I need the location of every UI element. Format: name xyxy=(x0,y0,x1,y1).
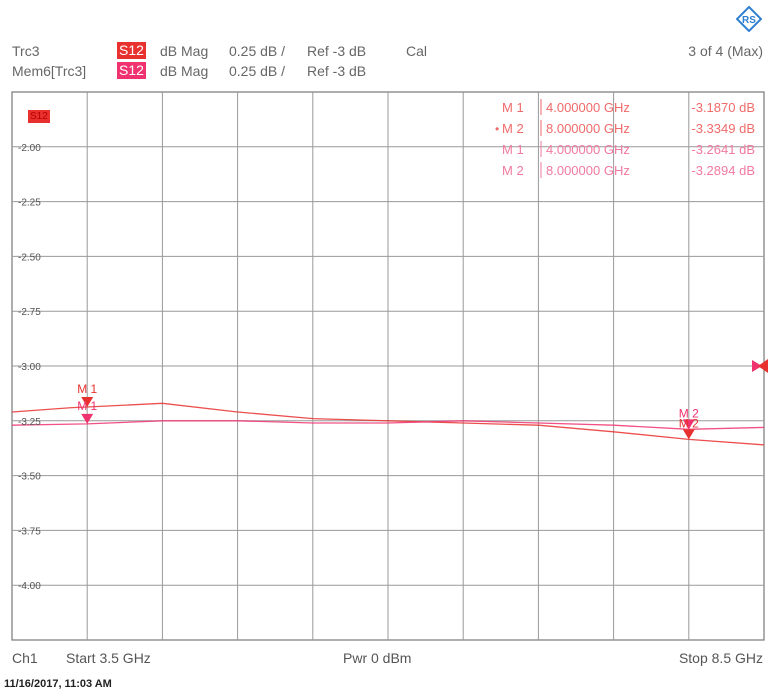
marker-table-frequency: 8.000000 GHz xyxy=(546,163,630,178)
trace2-name: Mem6[Trc3] xyxy=(12,63,87,79)
source-power: Pwr 0 dBm xyxy=(343,650,412,666)
trace2-format: dB Mag xyxy=(160,63,209,79)
series-line-1 xyxy=(11,402,765,446)
trace1-format: dB Mag xyxy=(160,43,209,59)
marker-table-value: -3.2641 dB xyxy=(691,142,755,157)
trace1-badge[interactable]: S12 xyxy=(117,42,146,60)
trace1-scale: 0.25 dB / xyxy=(229,43,286,59)
marker-table-label: M 2 xyxy=(502,163,524,178)
y-tick-label: -3.25 xyxy=(18,417,41,428)
y-tick-label: -3.00 xyxy=(18,362,41,373)
marker-label: M 1 xyxy=(77,382,97,396)
marker-triangle xyxy=(682,419,695,430)
cal-indicator: Cal xyxy=(406,43,428,59)
y-tick-label: -2.00 xyxy=(18,143,41,154)
marker-table-value: -3.2894 dB xyxy=(691,163,755,178)
marker-table-value: -3.3349 dB xyxy=(691,121,755,136)
reference-arrow-trace xyxy=(758,359,768,373)
marker-label: M 2 xyxy=(679,416,699,430)
y-tick-label: -3.75 xyxy=(18,526,41,537)
trace1-ref: Ref -3 dB xyxy=(307,43,367,59)
y-tick-label: -4.00 xyxy=(18,581,41,592)
trace1-name: Trc3 xyxy=(12,43,40,59)
trace1-badge-label: S12 xyxy=(117,42,146,59)
series-line-2 xyxy=(11,420,765,430)
plot-trace-tag-label: S12 xyxy=(28,110,50,123)
trace2-ref: Ref -3 dB xyxy=(307,63,367,79)
marker-table-label: M 1 xyxy=(502,100,524,115)
marker-table-frequency: 4.000000 GHz xyxy=(546,100,630,115)
plot-trace-tag: S12 xyxy=(28,106,50,124)
y-tick-label: -3.50 xyxy=(18,472,41,483)
marker-triangle xyxy=(81,396,94,407)
marker-label: M 1 xyxy=(77,399,97,413)
trace2-badge[interactable]: S12 xyxy=(117,62,146,80)
trace2-scale: 0.25 dB / xyxy=(229,63,286,79)
reference-arrow-mem xyxy=(752,360,762,372)
stop-frequency: Stop 8.5 GHz xyxy=(678,650,763,666)
marker-triangle xyxy=(682,429,695,440)
marker-table-frequency: 8.000000 GHz xyxy=(546,121,630,136)
marker-table-active-dot: • xyxy=(495,122,499,136)
marker-triangle xyxy=(81,413,94,424)
marker-table-label: M 1 xyxy=(502,142,524,157)
trace2-badge-label: S12 xyxy=(117,62,146,79)
marker-table-frequency: 4.000000 GHz xyxy=(546,142,630,157)
rohde-schwarz-logo: RS xyxy=(735,5,763,33)
marker-table-value: -3.1870 dB xyxy=(691,100,755,115)
channel-label: Ch1 xyxy=(12,650,38,666)
svg-text:RS: RS xyxy=(742,15,756,26)
start-frequency: Start 3.5 GHz xyxy=(66,650,151,666)
marker-table-label: M 2 xyxy=(502,121,524,136)
y-tick-label: -2.25 xyxy=(18,198,41,209)
timestamp: 11/16/2017, 11:03 AM xyxy=(4,678,112,690)
page-indicator: 3 of 4 (Max) xyxy=(688,43,763,59)
marker-label: M 2 xyxy=(679,406,699,420)
y-tick-label: -2.75 xyxy=(18,307,41,318)
y-tick-label: -2.50 xyxy=(18,252,41,263)
